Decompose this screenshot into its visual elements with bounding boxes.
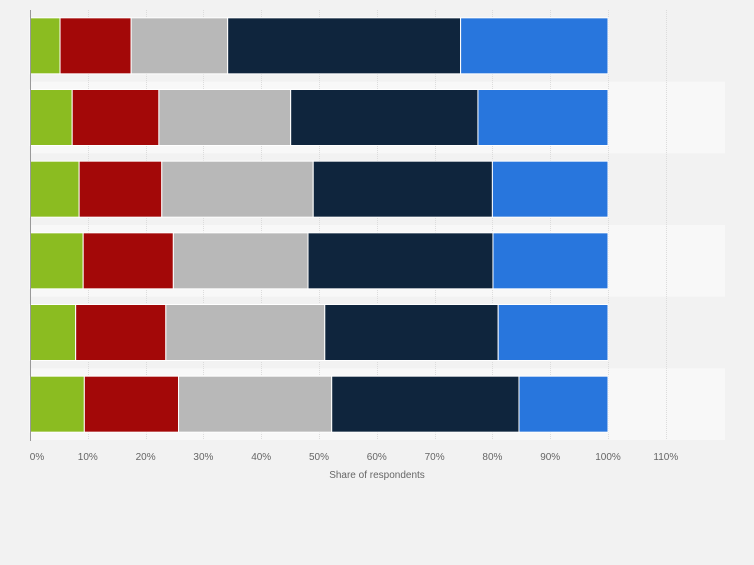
bar-segment bbox=[492, 232, 609, 290]
bar-segment bbox=[477, 89, 609, 146]
gridlines bbox=[88, 10, 667, 440]
bar-segment bbox=[82, 232, 174, 290]
x-tick-label: 50% bbox=[309, 452, 329, 463]
bar-segment bbox=[29, 232, 84, 290]
bar-segment bbox=[29, 375, 85, 433]
bar-segment bbox=[158, 89, 292, 146]
bar-segment bbox=[491, 160, 609, 218]
bar-segment bbox=[331, 375, 520, 433]
x-tick-label: 100% bbox=[595, 452, 621, 463]
bar-segment bbox=[29, 17, 61, 75]
x-tick-label: 20% bbox=[136, 452, 156, 463]
bar-segment bbox=[59, 17, 132, 75]
bar-segment bbox=[227, 17, 462, 75]
bar-segment bbox=[83, 375, 180, 433]
bar-segment bbox=[71, 89, 160, 146]
x-tick-label: 30% bbox=[193, 452, 213, 463]
x-tick-label: 70% bbox=[425, 452, 445, 463]
bar-segment bbox=[460, 17, 609, 75]
bar-segment bbox=[78, 160, 163, 218]
x-tick-label: 80% bbox=[482, 452, 502, 463]
bar-segment bbox=[307, 232, 494, 290]
bar-segment bbox=[29, 89, 73, 146]
x-tick-label: 60% bbox=[367, 452, 387, 463]
bar-segment bbox=[178, 375, 333, 433]
bars bbox=[29, 17, 609, 433]
bar-segment bbox=[497, 304, 609, 361]
bar-segment bbox=[324, 304, 499, 361]
x-tick-label: 90% bbox=[540, 452, 560, 463]
bar-segment bbox=[518, 375, 609, 433]
bar-segment bbox=[130, 17, 229, 75]
x-tick-label: 0% bbox=[30, 452, 45, 463]
bar-segment bbox=[312, 160, 493, 218]
bar-segment bbox=[75, 304, 167, 361]
x-tick-label: 10% bbox=[78, 452, 98, 463]
bar-segment bbox=[161, 160, 314, 218]
bar-segment bbox=[29, 160, 80, 218]
bar-segment bbox=[29, 304, 77, 361]
x-axis: 0% 10% 20% 30% 40% 50% 60% 70% 80% 90% 100% 110% bbox=[30, 10, 678, 463]
bar-segment bbox=[172, 232, 309, 290]
bar-segment bbox=[290, 89, 479, 146]
x-axis-label: Share of respondents bbox=[329, 470, 425, 481]
bar-segment bbox=[165, 304, 326, 361]
x-tick-label: 110% bbox=[653, 452, 678, 463]
x-tick-label: 40% bbox=[251, 452, 271, 463]
